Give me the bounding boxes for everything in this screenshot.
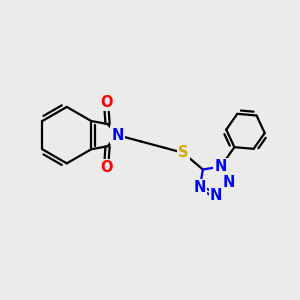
Text: N: N: [223, 175, 235, 190]
Text: N: N: [194, 180, 206, 195]
Text: O: O: [100, 160, 112, 175]
Text: N: N: [214, 159, 227, 174]
Text: N: N: [111, 128, 124, 142]
Text: O: O: [100, 95, 112, 110]
Text: S: S: [178, 145, 188, 160]
Text: N: N: [210, 188, 222, 203]
